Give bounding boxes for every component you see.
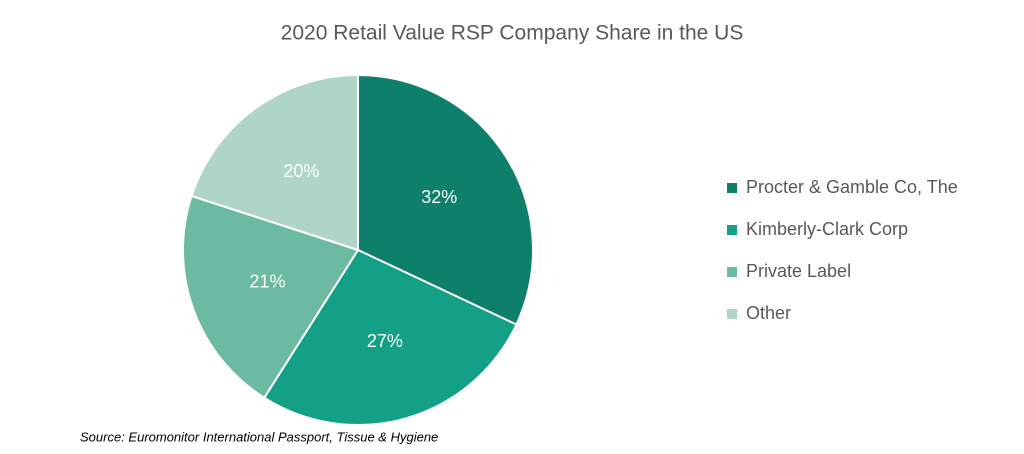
legend-label: Kimberly-Clark Corp <box>746 219 908 239</box>
legend-swatch <box>727 309 737 319</box>
pie-slice <box>182 194 360 400</box>
source-note: Source: Euromonitor International Passpo… <box>80 429 438 444</box>
chart-title: 2020 Retail Value RSP Company Share in t… <box>281 22 744 45</box>
data-label: 21% <box>249 271 285 291</box>
data-label: 32% <box>421 187 457 207</box>
pie-slice <box>357 73 534 326</box>
legend-swatch <box>727 225 737 235</box>
pie-slice <box>262 248 518 426</box>
legend-swatch <box>727 183 737 193</box>
legend-label: Procter & Gamble Co, The <box>746 177 958 197</box>
legend-label: Private Label <box>746 261 851 281</box>
legend-swatch <box>727 267 737 277</box>
pie-slice <box>190 73 359 252</box>
data-label: 27% <box>367 331 403 351</box>
legend-label: Other <box>746 303 791 323</box>
data-label: 20% <box>283 161 319 181</box>
